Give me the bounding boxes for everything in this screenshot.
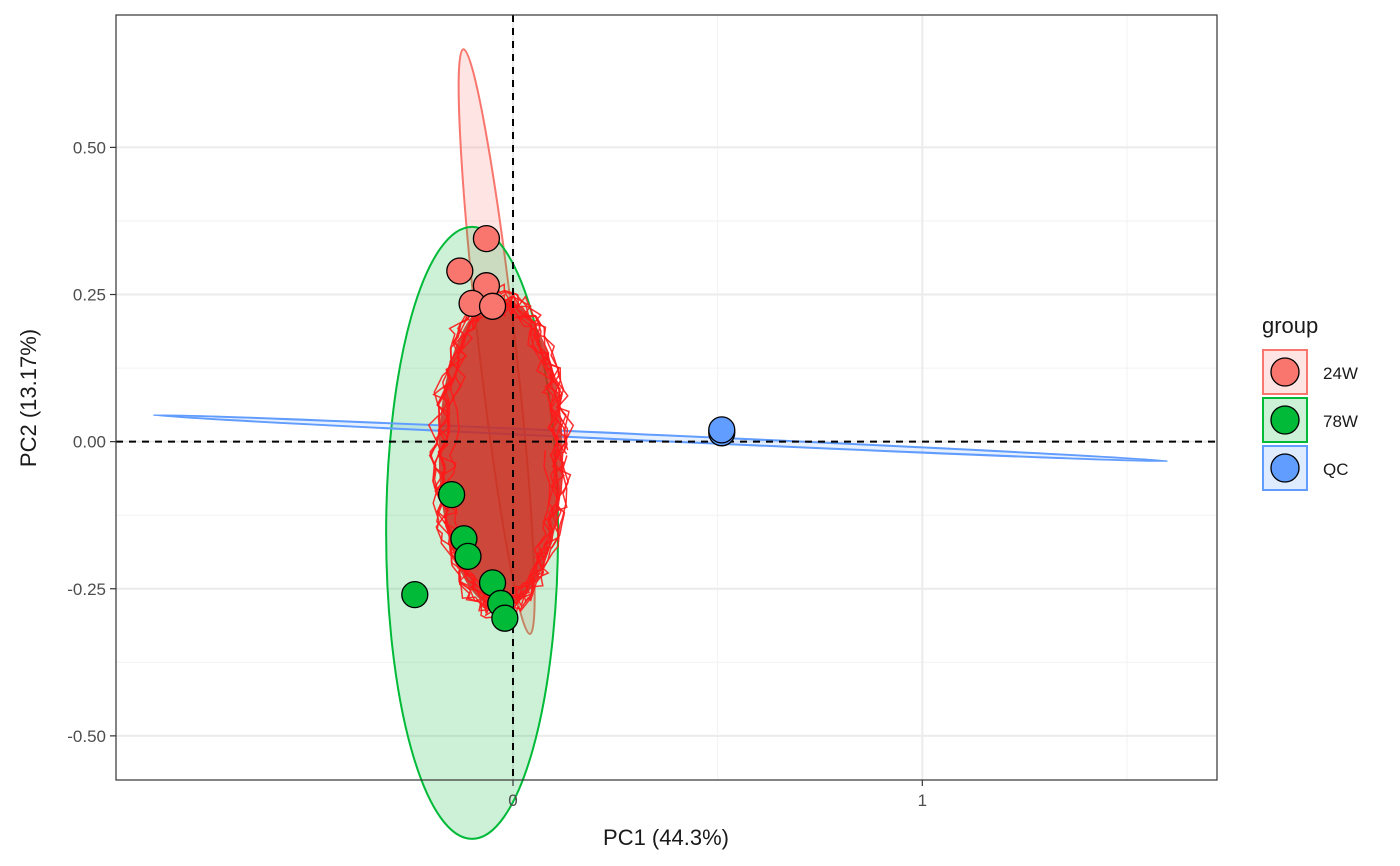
- scribble-path: [440, 302, 560, 603]
- y-tick-label: 0.25: [73, 286, 106, 305]
- scribble-path: [437, 299, 561, 603]
- ellipse-qc: [152, 413, 1169, 463]
- point-qc: [708, 416, 736, 444]
- point-24w: [478, 292, 507, 320]
- x-tick-label: 0: [508, 791, 517, 810]
- y-axis-title: PC2 (13.17%): [16, 329, 41, 467]
- legend: group 24W 78W QC: [1262, 313, 1358, 491]
- scribble-path: [428, 288, 569, 615]
- y-tick-label: -0.25: [67, 580, 106, 599]
- legend-marker-qc: [1270, 453, 1300, 483]
- legend-marker-24w: [1270, 357, 1300, 387]
- scribble-path: [437, 304, 562, 607]
- point-78w: [491, 604, 519, 632]
- point-78w: [437, 480, 466, 509]
- point-78w: [454, 542, 482, 571]
- legend-label: 24W: [1323, 364, 1358, 383]
- legend-title: group: [1262, 313, 1318, 338]
- legend-marker-78w: [1270, 405, 1300, 435]
- y-tick-label: -0.50: [67, 727, 106, 746]
- plot-panel: [116, 15, 1217, 780]
- x-tick-label: 1: [918, 791, 927, 810]
- legend-label: 78W: [1323, 412, 1358, 431]
- axis-ticks: 0.50 0.25 0.00 -0.25 -0.50 0 1: [67, 138, 927, 810]
- data-points: [401, 224, 736, 632]
- point-78w: [401, 580, 429, 609]
- reference-lines: [116, 15, 1217, 780]
- point-24w: [472, 224, 501, 253]
- plot-border: [115, 14, 1218, 781]
- y-tick-label: 0.00: [73, 433, 106, 452]
- legend-label: QC: [1323, 460, 1349, 479]
- point-24w: [446, 257, 474, 285]
- x-axis-title: PC1 (44.3%): [603, 825, 729, 850]
- y-tick-label: 0.50: [73, 138, 106, 157]
